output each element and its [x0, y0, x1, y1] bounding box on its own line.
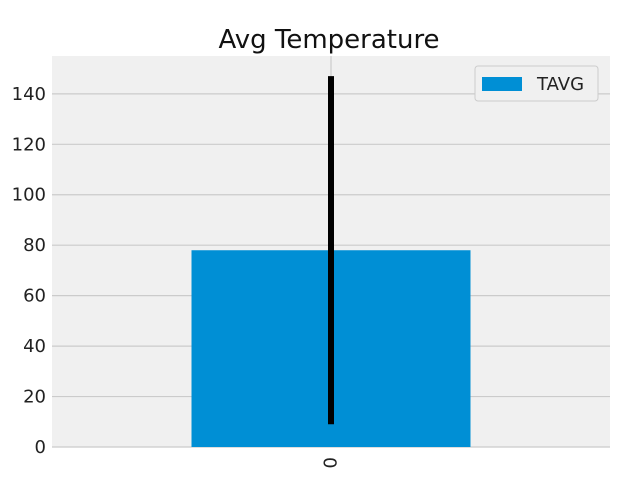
- y-tick-label: 100: [12, 185, 46, 206]
- y-tick-label: 20: [23, 387, 46, 408]
- y-tick-label: 40: [23, 336, 46, 357]
- chart-title: Avg Temperature: [218, 25, 439, 55]
- y-tick-label: 0: [35, 437, 46, 458]
- legend: TAVG: [474, 65, 599, 102]
- y-tick-labels: 0 20 40 60 80 100 120 140: [12, 84, 46, 458]
- x-tick-label: 0: [321, 457, 342, 468]
- y-tick-label: 80: [23, 235, 46, 256]
- y-tick-label: 120: [12, 134, 46, 155]
- legend-box: [474, 65, 599, 102]
- y-tick-label: 60: [23, 286, 46, 307]
- x-tick-labels: 0: [321, 457, 342, 468]
- y-tick-label: 140: [12, 84, 46, 105]
- legend-swatch: [482, 77, 522, 91]
- legend-label: TAVG: [536, 74, 584, 95]
